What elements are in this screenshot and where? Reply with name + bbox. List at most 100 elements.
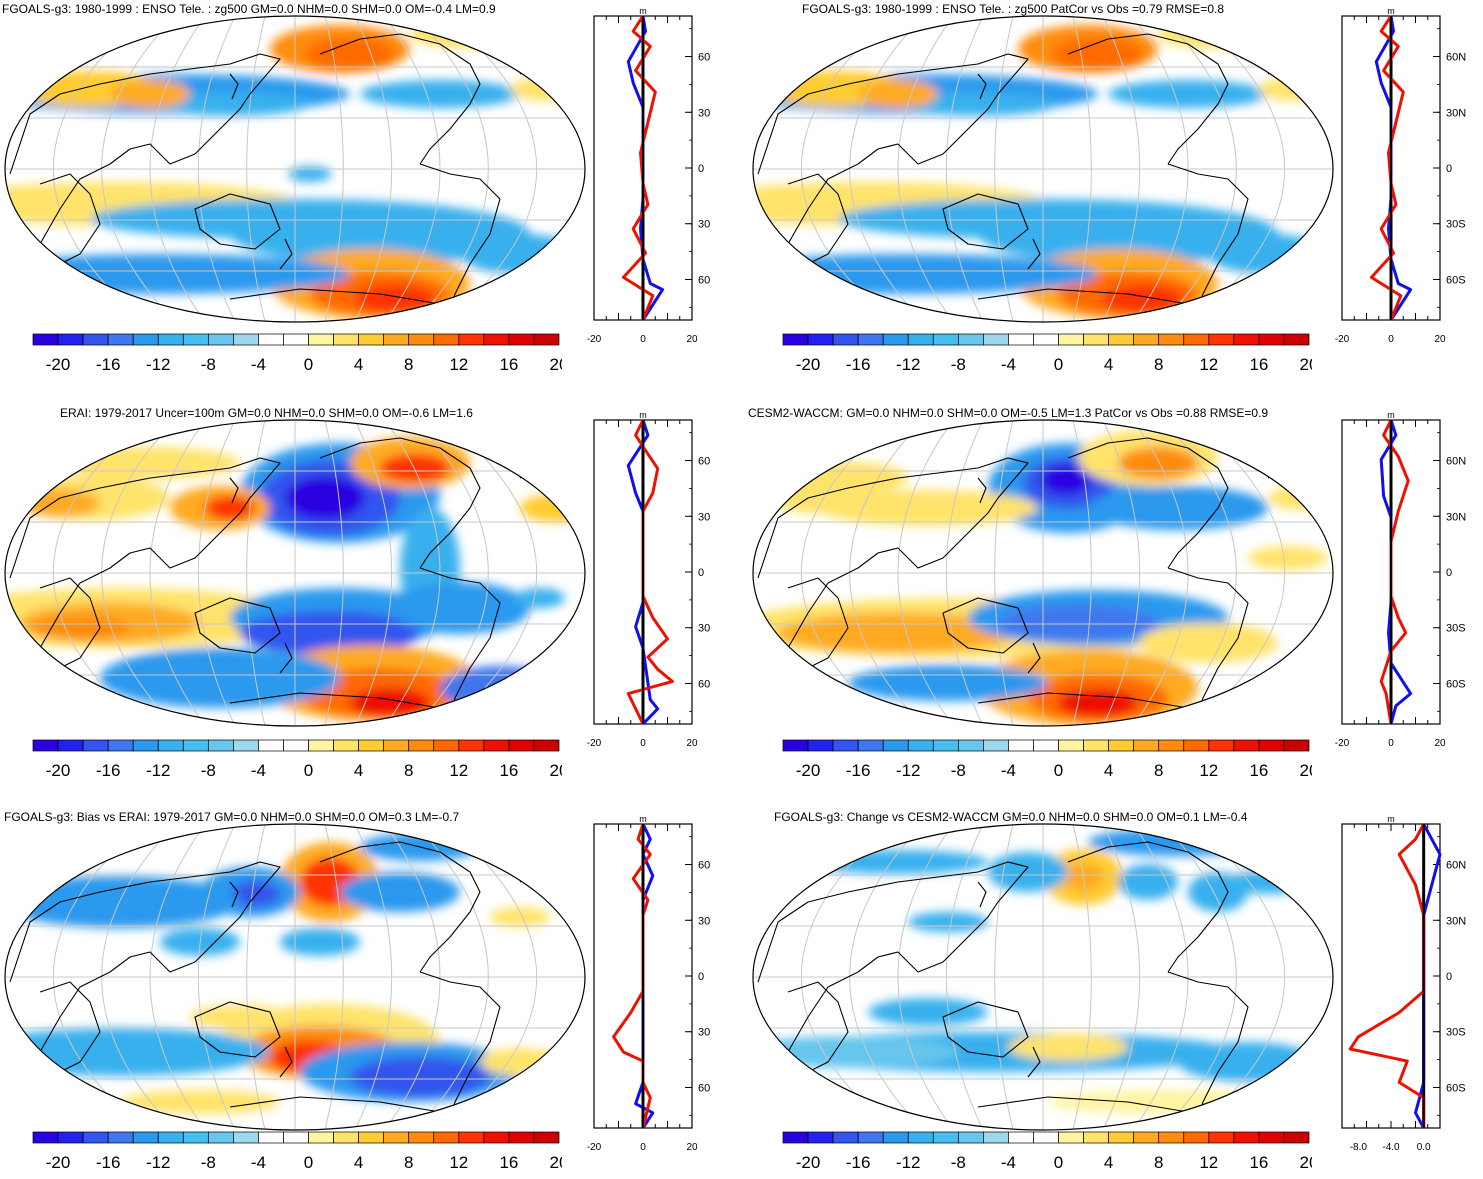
zonal-profile-2: m 60N 30N 0 30S 60S -20 0 20 [1335, 6, 1466, 345]
coastline [279, 1046, 293, 1078]
colorbar-swatch [57, 739, 84, 752]
colorbar-swatch [1158, 1131, 1185, 1144]
colorbar-tick-label: -20 [46, 355, 71, 374]
colorbar-tick-label: -12 [896, 1153, 921, 1172]
lat-tick-label: 60N [1446, 52, 1466, 64]
colorbar-tick-label: -20 [46, 1153, 71, 1172]
meridian-line [246, 16, 266, 322]
panel-title-2: FGOALS-g3: 1980-1999 : ENSO Tele. : zg50… [802, 2, 1224, 16]
profile-x-tick-label: 0.0 [1417, 1142, 1431, 1153]
anomaly-patch [30, 616, 130, 640]
meridian-line [1072, 420, 1092, 726]
profile-x-tick-label: 0 [1388, 334, 1394, 345]
colorbar-1: -20 -16 -12 -8 -4 0 4 8 12 16 20 [32, 333, 562, 374]
lat-tick-label: 0 [698, 163, 704, 175]
colorbar-swatch [107, 1131, 134, 1144]
coastline [757, 53, 1029, 265]
meridian-line [1162, 16, 1237, 322]
meridian-line [53, 420, 146, 726]
anomaly-patch [285, 476, 365, 520]
colorbar-swatch [1033, 739, 1059, 752]
colorbar-swatch [107, 739, 134, 752]
anomaly-patch [340, 872, 460, 912]
colorbar-swatch [258, 1131, 284, 1144]
colorbar-tick-label: 0 [304, 761, 313, 780]
colorbar-swatch [333, 1131, 359, 1144]
profile-x-tick-label: 0 [640, 1142, 646, 1153]
profile-x-tick-label: -8.0 [1350, 1142, 1368, 1153]
profile-x-tick-label: 20 [686, 1142, 698, 1153]
meridian-line [444, 420, 537, 726]
meridian-line [1102, 16, 1141, 322]
anomaly-patch [1158, 20, 1258, 48]
colorbar-tick-label: -16 [96, 1153, 121, 1172]
colorbar-5: -20 -16 -12 -8 -4 0 4 8 12 16 20 [32, 1131, 562, 1172]
colorbar-swatch [533, 1131, 560, 1144]
colorbar-swatch [782, 1131, 809, 1144]
meridian-line [945, 420, 984, 726]
colorbar-swatch [1108, 333, 1135, 346]
coastline [1167, 567, 1249, 714]
map-panel-6 [752, 823, 1334, 1131]
lat-tick-label: 60N [1446, 456, 1466, 468]
zonal-profile-5: m 60N 30N 0 30S 60S -20 0 20 [587, 814, 710, 1153]
profile-x-tick-label: 0 [1388, 738, 1394, 749]
colorbar-swatch [32, 739, 59, 752]
profile-x-tick-label: -20 [587, 738, 602, 749]
colorbar-swatch [458, 1131, 485, 1144]
colorbar-swatch [1058, 333, 1084, 346]
coastline [942, 597, 1029, 654]
meridian-line [149, 824, 206, 1130]
lat-tick-label: 60N [698, 456, 710, 468]
colorbar-swatch [1108, 1131, 1135, 1144]
colorbar-tick-label: -8 [951, 355, 966, 374]
anomaly-patch [5, 876, 240, 928]
colorbar-tick-label: 12 [449, 355, 468, 374]
meridian-line [1192, 420, 1285, 726]
meridian-line [444, 16, 537, 322]
anomaly-patch [998, 605, 1158, 641]
colorbar-swatch [483, 739, 510, 752]
anomaly-patch [110, 80, 190, 108]
colorbar-swatch [32, 1131, 59, 1144]
colorbar-swatch [32, 333, 59, 346]
anomaly-patch [515, 588, 565, 608]
coastline [1027, 642, 1041, 674]
colorbar-swatch [1183, 333, 1210, 346]
meridian-line [994, 824, 1014, 1130]
colorbar-swatch [1083, 1131, 1109, 1144]
colorbar-swatch [533, 333, 560, 346]
colorbar-swatch [957, 1131, 984, 1144]
lat-tick-label: 0 [1446, 567, 1452, 579]
lat-tick-label: 60S [698, 1082, 710, 1094]
meridian-line [801, 420, 894, 726]
colorbar-tick-label: 16 [499, 355, 518, 374]
anomaly-patch [908, 912, 988, 932]
colorbar-tick-label: 16 [1249, 1153, 1268, 1172]
colorbar-swatch [1083, 739, 1109, 752]
anomaly-patch [1118, 447, 1198, 479]
lat-tick-label: 0 [1446, 971, 1452, 983]
colorbar-tick-label: -4 [251, 1153, 266, 1172]
meridian-line [197, 824, 236, 1130]
profile-x-tick-label: 0 [640, 334, 646, 345]
colorbar-swatch [983, 1131, 1009, 1144]
colorbar-tick-label: 12 [1199, 355, 1218, 374]
map-border [4, 419, 586, 727]
coastline [279, 642, 293, 674]
coastline [1167, 971, 1249, 1118]
meridian-line [897, 824, 954, 1130]
colorbar-tick-label: 4 [354, 761, 363, 780]
colorbar-swatch [383, 333, 410, 346]
colorbar-swatch [358, 739, 385, 752]
profile-x-tick-label: 20 [1434, 334, 1446, 345]
colorbar-tick-label: 16 [1249, 355, 1268, 374]
lat-tick-label: 0 [698, 971, 704, 983]
colorbar-swatch [433, 333, 460, 346]
colorbar-swatch [807, 1131, 834, 1144]
anomaly-patch [360, 80, 520, 108]
meridian-line [1132, 420, 1189, 726]
colorbar-swatch [508, 333, 535, 346]
colorbar-swatch [157, 1131, 184, 1144]
profile-line-blue [1379, 419, 1413, 725]
